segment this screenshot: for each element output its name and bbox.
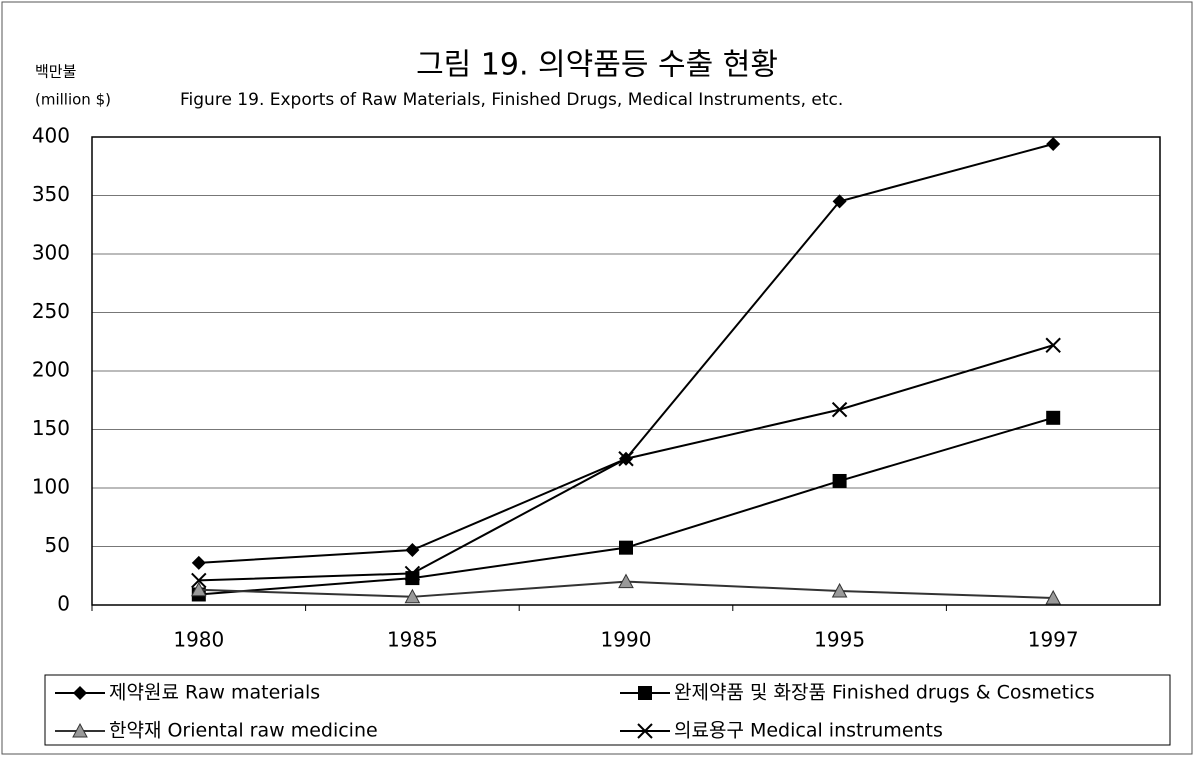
data-point (405, 571, 420, 586)
x-tick-label: 1980 (173, 628, 224, 652)
y-tick-label: 50 (45, 533, 70, 557)
y-tick-label: 100 (32, 475, 70, 499)
legend-marker (637, 723, 653, 739)
data-point (405, 543, 420, 558)
data-point (831, 401, 848, 418)
y-tick-label: 0 (57, 592, 70, 616)
legend-label: 의료용구 Medical instruments (674, 720, 943, 742)
x-tick-label: 1995 (814, 628, 865, 652)
data-point (618, 573, 634, 589)
series-line (198, 416, 1054, 596)
y-tick-label: 150 (32, 416, 70, 440)
y-tick-label: 250 (32, 299, 70, 323)
data-point (404, 565, 421, 582)
data-point (1045, 337, 1061, 353)
chart-title: 그림 19. 의약품등 수출 현황 (416, 48, 778, 83)
data-point (1046, 137, 1061, 152)
data-point (1045, 589, 1062, 605)
legend-marker (638, 686, 652, 700)
x-tick-label: 1990 (601, 628, 652, 652)
plot-frame (91, 136, 1161, 606)
data-point (618, 451, 634, 467)
data-point (832, 194, 847, 209)
y-axis-unit: (million $) (35, 91, 111, 109)
y-tick-label: 200 (32, 358, 70, 382)
data-point (190, 581, 207, 597)
y-tick-label: 350 (32, 182, 70, 206)
legend-label: 완제약품 및 화장품 Finished drugs & Cosmetics (674, 682, 1095, 704)
x-tick-label: 1997 (1028, 628, 1079, 652)
legend-box (44, 674, 1171, 746)
data-point (831, 582, 848, 598)
data-point (832, 473, 847, 488)
data-point (404, 588, 421, 604)
y-axis-label: 백만불 (35, 63, 76, 81)
legend-label: 제약원료 Raw materials (109, 682, 320, 704)
legend-marker (73, 686, 87, 700)
chart-subtitle: Figure 19. Exports of Raw Materials, Fin… (180, 90, 843, 110)
data-point (619, 540, 633, 555)
legend-marker (72, 722, 88, 738)
series-line (198, 143, 1054, 564)
legend-label: 한약재 Oriental raw medicine (109, 720, 378, 742)
data-point (191, 555, 206, 570)
y-tick-label: 300 (32, 241, 70, 265)
x-tick-label: 1985 (387, 628, 438, 652)
y-tick-label: 400 (32, 124, 70, 148)
data-point (191, 572, 207, 589)
data-point (1046, 410, 1061, 425)
